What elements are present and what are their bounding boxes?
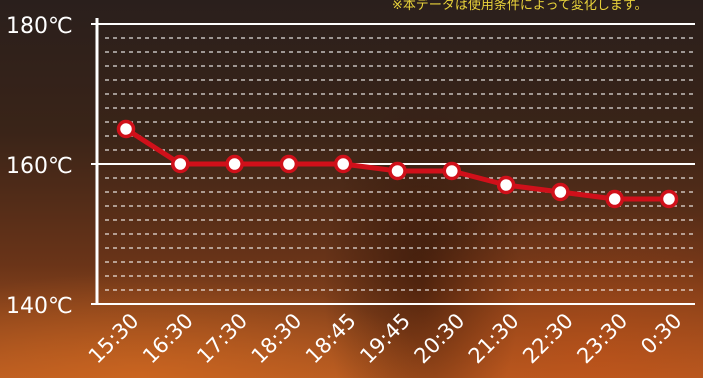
y-tick-label: 180℃	[6, 14, 73, 39]
x-tick-label: 16:30	[138, 309, 198, 369]
data-point	[388, 161, 407, 181]
x-tick-label: 22:30	[518, 309, 578, 369]
x-tick-label: 23:30	[572, 309, 632, 369]
data-point	[659, 189, 679, 209]
axes	[91, 18, 99, 305]
x-tick-label: 15:30	[84, 309, 144, 369]
x-tick-label: 21:30	[464, 309, 524, 369]
x-tick-label: 0:30	[636, 309, 686, 359]
data-point	[333, 154, 353, 174]
y-tick-label: 160℃	[6, 154, 73, 179]
data-point	[442, 161, 462, 181]
x-tick-label: 17:30	[192, 309, 252, 369]
data-point	[116, 119, 136, 139]
x-tick-label: 18:30	[247, 309, 307, 369]
data-points	[116, 119, 679, 209]
x-tick-label: 18:45	[301, 309, 361, 369]
data-point	[279, 154, 299, 174]
data-point	[605, 189, 624, 209]
data-point	[225, 154, 244, 174]
x-tick-label: 20:30	[410, 309, 470, 369]
data-point	[496, 175, 516, 195]
x-tick-label: 19:45	[355, 309, 415, 369]
y-tick-label: 140℃	[6, 294, 73, 319]
usage-note: ※本データは使用条件によって変化します。	[392, 0, 648, 13]
x-tick-labels: 15:3016:3017:3018:3018:4519:4520:3021:30…	[84, 309, 687, 369]
grid-lines	[97, 23, 695, 305]
data-point	[171, 154, 190, 174]
data-point	[551, 182, 570, 202]
y-tick-labels: 140℃ 160℃ 180℃	[6, 14, 73, 319]
